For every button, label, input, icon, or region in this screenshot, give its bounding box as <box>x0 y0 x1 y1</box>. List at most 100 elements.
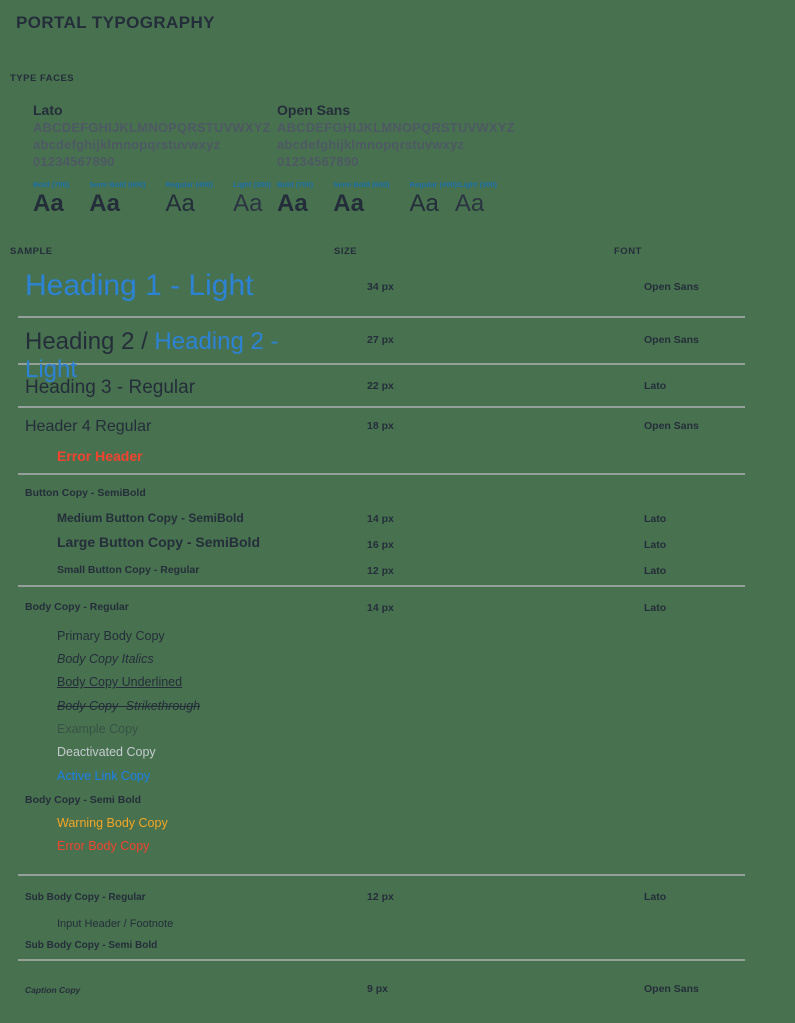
row-small-button-copy: Small Button Copy - Regular 12 px Lato <box>0 551 795 577</box>
row-sub-body-copy-semi-bold: Sub Body Copy - Semi Bold <box>0 930 795 951</box>
row-deactivated-copy: Deactivated Copy <box>0 737 795 760</box>
error-header-sample: Error Header <box>57 447 143 464</box>
aa-sample: Aa <box>409 189 439 217</box>
size-value: 34 px <box>367 280 394 293</box>
sample-text: Heading 1 - Light <box>25 268 254 302</box>
divider <box>18 584 745 587</box>
typeface-name: Lato <box>33 102 63 118</box>
weight-col-semibold: Semi Bold (600) Aa <box>89 180 145 216</box>
divider <box>18 873 745 876</box>
weight-samples: Bold (700) Aa Semi Bold (600) Aa Regular… <box>33 180 277 216</box>
size-value: 22 px <box>367 379 394 392</box>
page-title: PORTAL TYPOGRAPHY <box>16 13 215 32</box>
sample-text: Primary Body Copy <box>57 628 165 643</box>
group-label: Body Copy - Regular <box>25 601 129 614</box>
row-example-copy: Example Copy <box>0 713 795 736</box>
sample-text: Header 4 Regular <box>25 417 152 435</box>
weight-samples: Bold (700) Aa Semi Bold (600) Aa Regular… <box>277 180 521 216</box>
button-copy-group: Button Copy - SemiBold Medium Button Cop… <box>0 475 795 577</box>
divider <box>18 315 745 318</box>
aa-sample: Aa <box>277 189 308 217</box>
font-value: Lato <box>644 538 667 551</box>
row-error-body-copy: Error Body Copy <box>0 830 795 853</box>
typeface-open-sans: Open Sans ABCDEFGHIJKLMNOPQRSTUVWXYZ abc… <box>277 102 521 216</box>
row-body-copy-strikethrough: Body Copy- Strikethrough <box>0 690 795 713</box>
divider <box>18 362 745 365</box>
weight-col-semibold: Semi Bold (600) Aa <box>333 180 389 216</box>
aa-sample: Aa <box>233 189 263 217</box>
sample-text: Deactivated Copy <box>57 745 156 760</box>
section-title-type-faces: TYPE FACES <box>10 73 75 84</box>
font-value: Open Sans <box>644 333 699 346</box>
size-value: 12 px <box>367 890 394 903</box>
row-heading-1: Heading 1 - Light 34 px Open Sans <box>0 257 795 316</box>
sample-text: Body Copy Italics <box>57 651 154 666</box>
sub-body-copy-group: Sub Body Copy - Regular 12 px Lato Input… <box>0 876 795 951</box>
weight-col-regular-light: Regular (400)/Light (300) Aa Aa <box>410 180 498 216</box>
sample-text: Input Header / Footnote <box>57 917 174 930</box>
weight-label: Light (300) <box>233 179 271 189</box>
weight-label: Semi Bold (600) <box>89 179 146 189</box>
font-value: Open Sans <box>644 419 699 432</box>
alphabet-uppercase: ABCDEFGHIJKLMNOPQRSTUVWXYZ <box>277 120 515 135</box>
row-large-button-copy: Large Button Copy - SemiBold 16 px Lato <box>0 525 795 551</box>
size-value: 9 px <box>367 982 389 995</box>
sample-text: Caption Copy <box>25 984 81 995</box>
row-body-copy-italics: Body Copy Italics <box>0 643 795 666</box>
font-value: Lato <box>644 601 667 614</box>
sample-text: Medium Button Copy - SemiBold <box>57 510 244 525</box>
column-header-font: FONT <box>614 245 642 257</box>
weight-col-light: Light (300) Aa <box>233 180 271 216</box>
typeface-lato: Lato ABCDEFGHIJKLMNOPQRSTUVWXYZ abcdefgh… <box>33 102 277 216</box>
alphabet-lowercase: abcdefghijklmnopqrstuvwxyz <box>277 136 465 152</box>
sample-text: Error Body Copy <box>57 839 150 854</box>
font-value: Open Sans <box>644 982 699 995</box>
weight-label: Bold (700) <box>277 179 314 189</box>
sample-text-dark: Heading 2 / <box>25 327 155 355</box>
aa-sample: Aa <box>333 189 364 217</box>
size-value: 18 px <box>367 419 394 432</box>
size-value: 14 px <box>367 601 394 614</box>
active-link-sample[interactable]: Active Link Copy <box>57 768 151 783</box>
aa-sample: Aa <box>454 189 485 217</box>
body-copy-group: Body Copy - Regular 14 px Lato Primary B… <box>0 587 795 854</box>
row-primary-body-copy: Primary Body Copy <box>0 620 795 643</box>
weight-label: Bold (700) <box>33 179 70 189</box>
group-label: Sub Body Copy - Regular <box>25 891 146 903</box>
aa-sample: Aa <box>165 189 195 217</box>
sample-text: Heading 2 / Heading 2 - Light <box>0 318 334 384</box>
sample-text: Warning Body Copy <box>57 815 168 830</box>
row-warning-body-copy: Warning Body Copy <box>0 807 795 830</box>
column-header-sample: SAMPLE <box>10 245 53 257</box>
weight-label: Semi Bold (600) <box>333 179 390 189</box>
column-header-size: SIZE <box>334 245 358 257</box>
font-value: Lato <box>644 512 667 525</box>
row-caption-copy: Caption Copy 9 px Open Sans <box>0 961 795 995</box>
size-value: 27 px <box>367 333 394 346</box>
sample-text: Small Button Copy - Regular <box>57 564 200 577</box>
alphabet-uppercase: ABCDEFGHIJKLMNOPQRSTUVWXYZ <box>33 120 271 135</box>
sample-text: Heading 3 - Regular <box>25 376 196 398</box>
size-value: 14 px <box>367 512 394 525</box>
sample-text: Example Copy <box>57 722 139 737</box>
row-body-copy-regular: Body Copy - Regular 14 px Lato <box>0 587 795 614</box>
row-heading-3: Heading 3 - Regular 22 px Lato <box>0 365 795 406</box>
row-sub-body-copy-regular: Sub Body Copy - Regular 12 px Lato <box>0 876 795 903</box>
divider <box>18 958 745 961</box>
font-value: Lato <box>644 564 667 577</box>
sample-text-light: Heading 2 - Light <box>25 327 279 383</box>
row-body-copy-underlined: Body Copy Underlined <box>0 667 795 690</box>
sample-text: Body Copy- Strikethrough <box>57 698 201 713</box>
size-value: 12 px <box>367 564 394 577</box>
row-body-copy-semi-bold: Body Copy - Semi Bold <box>0 784 795 807</box>
font-value: Open Sans <box>644 280 699 293</box>
typeface-name: Open Sans <box>277 102 351 118</box>
weight-col-bold: Bold (700) Aa <box>277 180 313 216</box>
sample-text: Large Button Copy - SemiBold <box>57 534 260 551</box>
group-label: Body Copy - Semi Bold <box>25 794 142 807</box>
table-header: SAMPLE SIZE FONT <box>0 246 795 257</box>
weight-label: Regular (400)/Light (300) <box>409 179 498 189</box>
row-medium-button-copy: Medium Button Copy - SemiBold 14 px Lato <box>0 499 795 525</box>
alphabet-digits: 01234567890 <box>33 153 115 169</box>
row-active-link-copy: Active Link Copy <box>0 760 795 783</box>
